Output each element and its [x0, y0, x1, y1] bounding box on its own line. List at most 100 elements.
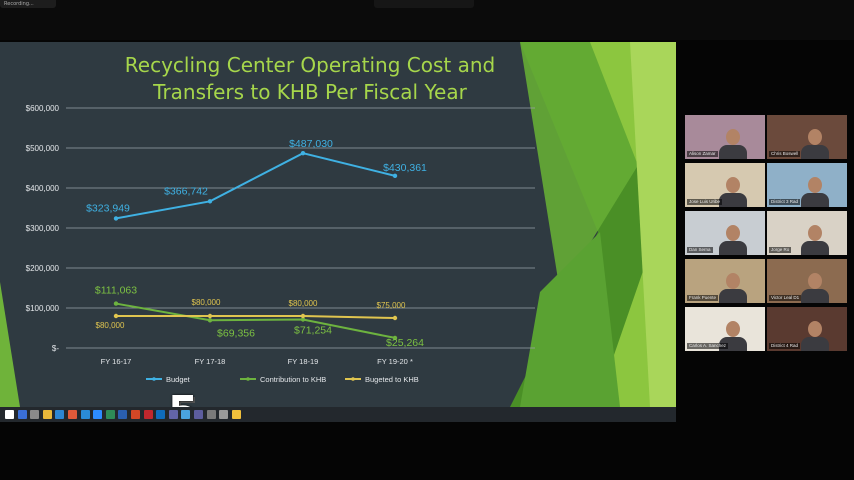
- participant-face: [726, 177, 740, 193]
- folder-icon[interactable]: [42, 410, 52, 419]
- y-tick-label: $-: [52, 344, 59, 353]
- chrome-icon[interactable]: [68, 410, 77, 419]
- participant-tile[interactable]: Chris Boswell: [767, 115, 847, 159]
- participant-gallery: Alison Zamar Chris Boswell Jose Luis Uribe…: [685, 115, 849, 351]
- participant-tile[interactable]: District 3 Rad: [767, 163, 847, 207]
- outlook-icon[interactable]: [156, 410, 166, 419]
- participant-body: [801, 145, 829, 159]
- zoom-icon[interactable]: [93, 410, 103, 419]
- participant-body: [801, 241, 829, 255]
- y-tick-label: $600,000: [26, 104, 60, 113]
- series-line: [116, 315, 396, 319]
- data-label: $111,063: [95, 285, 137, 297]
- edge-icon[interactable]: [55, 410, 65, 419]
- acrobat-icon[interactable]: [143, 410, 153, 419]
- word-icon[interactable]: [118, 410, 128, 419]
- legend-marker: [152, 377, 156, 381]
- data-point: [300, 313, 306, 319]
- data-label: $366,742: [164, 185, 208, 197]
- participant-name: Chris Boswell: [769, 151, 801, 157]
- x-tick-label: FY 19-20 *: [377, 357, 413, 366]
- participant-tile[interactable]: Dan Serna: [685, 211, 765, 255]
- participant-tile[interactable]: Victor Leal D1: [767, 259, 847, 303]
- participant-name: Carlos A. Sanchez: [687, 343, 729, 349]
- data-point: [207, 313, 213, 319]
- x-tick-label: FY 17-18: [195, 357, 226, 366]
- participant-name: Dan Serna: [687, 247, 713, 253]
- participant-tile[interactable]: Jorge Ro: [767, 211, 847, 255]
- slide-title-line-2: Transfers to KHB Per Fiscal Year: [153, 80, 467, 104]
- operating-cost-chart: $600,000 $500,000 $400,000 $300,000 $200,000…: [26, 104, 535, 384]
- participant-face: [726, 273, 740, 289]
- data-label: $80,000: [192, 298, 221, 307]
- teams-icon[interactable]: [168, 410, 178, 419]
- y-tick-label: $100,000: [26, 304, 60, 313]
- data-point: [392, 315, 398, 321]
- x-tick-label: FY 18-19: [288, 357, 319, 366]
- participant-tile[interactable]: Alison Zamar: [685, 115, 765, 159]
- task-view-icon[interactable]: [30, 410, 40, 419]
- y-tick-label: $200,000: [26, 264, 60, 273]
- participant-body: [719, 193, 747, 207]
- participant-tile[interactable]: Frank Puente: [685, 259, 765, 303]
- store-icon[interactable]: [194, 410, 203, 419]
- start-icon[interactable]: [5, 410, 14, 419]
- participant-name: Jorge Ro: [769, 247, 792, 253]
- participant-tile[interactable]: Jose Luis Uribe: [685, 163, 765, 207]
- data-point: [300, 150, 306, 156]
- participant-face: [726, 129, 740, 145]
- slide-decoration: [0, 42, 676, 407]
- participant-name: District 4 Rad: [769, 343, 801, 349]
- photos-icon[interactable]: [181, 410, 191, 419]
- participant-body: [801, 193, 829, 207]
- participant-name: Jose Luis Uribe: [687, 199, 723, 205]
- legend-label: Budget: [166, 375, 191, 384]
- participant-name: District 3 Rad: [769, 199, 801, 205]
- participant-face: [808, 225, 822, 241]
- recording-label: Recording...: [4, 1, 34, 7]
- participant-body: [801, 337, 829, 351]
- data-point: [113, 216, 119, 221]
- data-point: [207, 318, 213, 323]
- data-point: [207, 199, 213, 204]
- series-line: [115, 152, 396, 220]
- shared-slide: Recycling Center Operating Cost and Tran…: [0, 42, 676, 407]
- data-label: $75,000: [377, 301, 406, 310]
- data-point: [392, 173, 398, 179]
- series-line: [115, 302, 396, 339]
- station-logo: 5: [160, 390, 206, 408]
- participant-body: [801, 289, 829, 303]
- excel-icon[interactable]: [105, 410, 115, 419]
- data-point: [113, 313, 119, 319]
- legend-label: Bugeted to KHB: [365, 375, 419, 384]
- settings-icon[interactable]: [219, 410, 229, 419]
- share-status-bar[interactable]: [374, 0, 474, 8]
- slide-title-line-1: Recycling Center Operating Cost and: [124, 53, 496, 77]
- data-point: [300, 317, 306, 322]
- data-point: [392, 335, 398, 341]
- legend-label: Contribution to KHB: [260, 375, 326, 384]
- participant-tile[interactable]: District 4 Rad: [767, 307, 847, 351]
- x-tick-label: FY 16-17: [101, 357, 132, 366]
- powerpoint-icon[interactable]: [131, 410, 140, 419]
- y-tick-label: $500,000: [26, 144, 60, 153]
- data-label: $71,254: [294, 324, 332, 336]
- participant-name: Victor Leal D1: [769, 295, 802, 301]
- participant-tile[interactable]: Carlos A. Sanchez: [685, 307, 765, 351]
- calculator-icon[interactable]: [206, 410, 216, 419]
- participant-face: [726, 321, 740, 337]
- participant-face: [808, 321, 822, 337]
- participant-face: [808, 177, 822, 193]
- shared-taskbar: [0, 407, 676, 422]
- data-label: $25,264: [386, 337, 424, 349]
- data-label: $430,361: [383, 162, 427, 174]
- data-point: [113, 301, 119, 306]
- search-icon[interactable]: [17, 410, 27, 419]
- participant-face: [808, 273, 822, 289]
- legend-marker: [246, 377, 250, 381]
- recording-indicator[interactable]: Recording...: [0, 0, 56, 8]
- participant-name: Alison Zamar: [687, 151, 718, 157]
- data-label: $80,000: [289, 299, 318, 308]
- mail-icon[interactable]: [80, 410, 90, 419]
- explorer-icon[interactable]: [231, 410, 241, 419]
